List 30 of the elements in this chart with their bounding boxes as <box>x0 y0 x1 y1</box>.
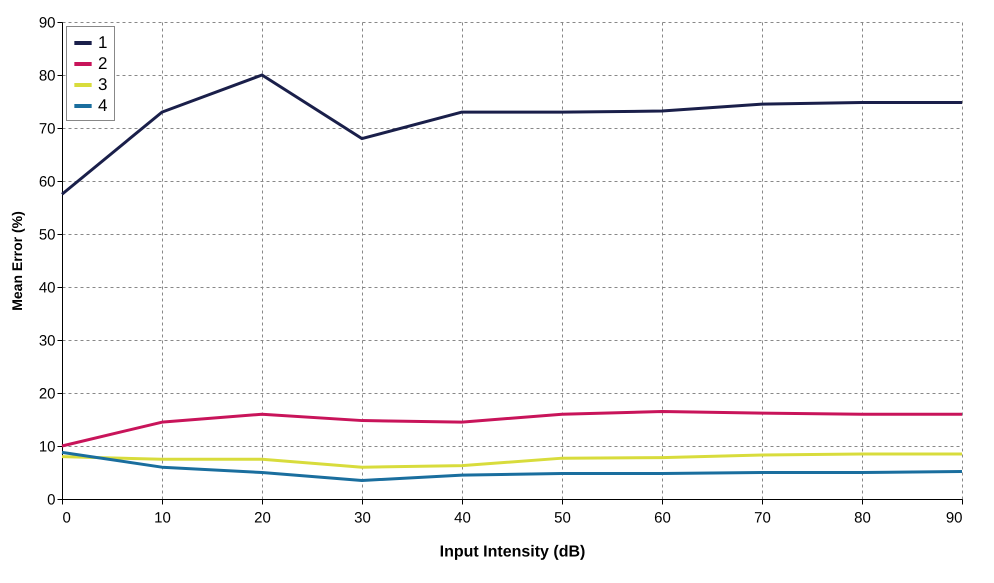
y-tick-label: 50 <box>38 226 56 244</box>
y-tick-label: 60 <box>38 174 56 190</box>
y-tick-label: 20 <box>38 386 56 402</box>
y-axis-title: Mean Error (%) <box>8 211 25 311</box>
legend-label: 4 <box>98 96 108 115</box>
y-tick-label: 90 <box>38 14 56 32</box>
x-tick-label: 30 <box>354 510 371 526</box>
x-tick-label: 80 <box>854 510 871 526</box>
x-tick-label: 40 <box>454 510 471 526</box>
x-tick-label: 10 <box>154 510 171 526</box>
legend-label: 3 <box>98 75 108 94</box>
x-tick-label: 50 <box>554 510 571 526</box>
line-series <box>60 410 964 448</box>
y-tick-label: 80 <box>38 68 56 84</box>
legend-label: 1 <box>98 33 108 52</box>
y-tick-label: 70 <box>38 120 56 138</box>
line-series <box>60 452 964 469</box>
y-tick-label: 0 <box>47 492 56 508</box>
x-tick-label: 70 <box>754 510 771 526</box>
y-tick-label: 30 <box>38 332 56 350</box>
y-tick-label: 10 <box>38 438 56 456</box>
line-series <box>60 450 964 482</box>
x-tick-label: 90 <box>946 510 962 526</box>
y-tick-label: 40 <box>38 280 56 296</box>
line-series <box>60 74 964 196</box>
legend-label: 2 <box>98 54 108 73</box>
x-tick-label: 0 <box>62 510 71 526</box>
x-tick-label: 60 <box>654 510 671 526</box>
x-axis-title: Input Intensity (dB) <box>440 544 586 560</box>
x-tick-label: 20 <box>254 510 271 526</box>
